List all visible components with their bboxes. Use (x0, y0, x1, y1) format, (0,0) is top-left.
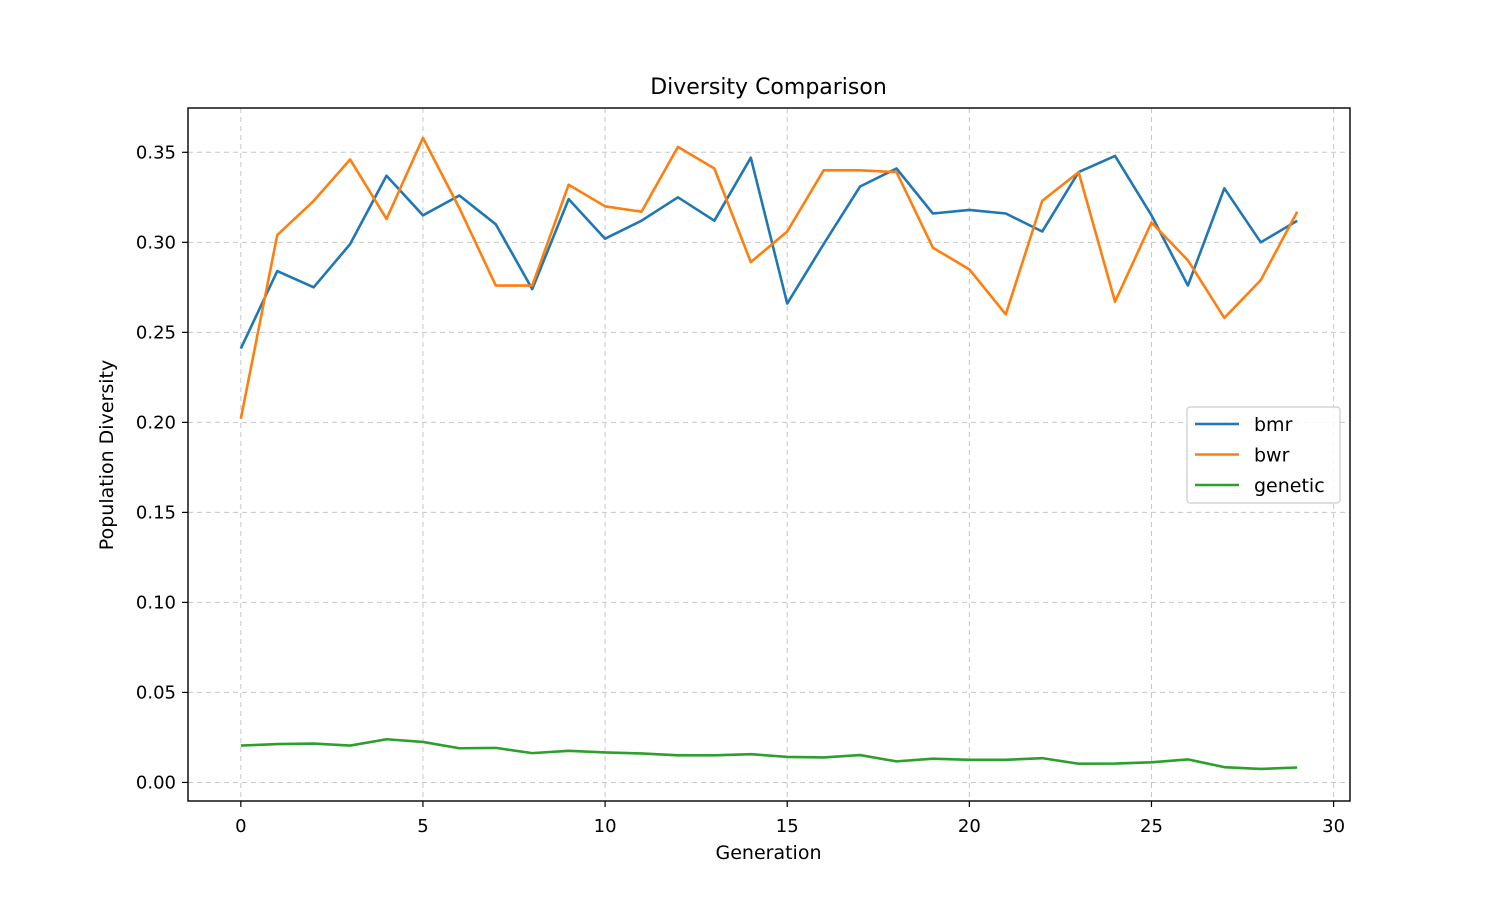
chart-title: Diversity Comparison (650, 75, 887, 100)
x-tick-label: 20 (958, 816, 981, 837)
y-tick-label: 0.00 (136, 772, 176, 793)
x-tick-label: 10 (594, 816, 617, 837)
y-tick-label: 0.15 (136, 502, 176, 523)
series-line-genetic (240, 737, 1298, 771)
x-tick-label: 30 (1322, 816, 1345, 837)
y-tick-label: 0.05 (136, 682, 176, 703)
series-lines (239, 136, 1299, 771)
y-tick-label: 0.20 (136, 412, 176, 433)
plot-frame (187, 107, 1351, 802)
series-line-bmr (239, 154, 1298, 350)
y-tick-label: 0.30 (136, 232, 176, 253)
x-tick-label: 15 (776, 816, 799, 837)
x-tick-label: 25 (1140, 816, 1163, 837)
y-tick-label: 0.35 (136, 142, 176, 163)
grid (188, 108, 1350, 801)
y-tick-label: 0.10 (136, 592, 176, 613)
legend: bmr bwr genetic (1186, 406, 1341, 504)
ticks: 0 5 10 15 20 25 30 0.00 0.05 0.10 0.15 0.20 0.25 0.30… (136, 142, 1345, 837)
series-line-bwr (239, 136, 1299, 420)
y-axis-label: Population Diversity (96, 360, 118, 550)
x-tick-label: 0 (235, 816, 246, 837)
x-tick-label: 5 (417, 816, 428, 837)
x-axis-label: Generation (716, 842, 822, 864)
legend-label-bmr: bmr (1254, 414, 1293, 436)
legend-label-bwr: bwr (1254, 445, 1290, 467)
y-tick-label: 0.25 (136, 322, 176, 343)
legend-label-genetic: genetic (1254, 475, 1325, 497)
legend-box (1186, 406, 1341, 504)
